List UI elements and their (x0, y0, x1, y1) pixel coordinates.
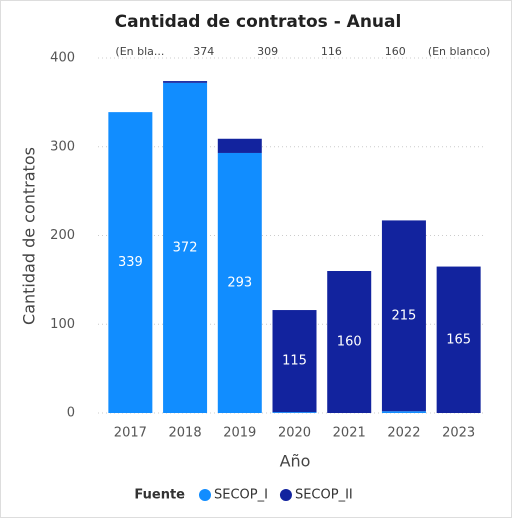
legend-title: Fuente (134, 488, 185, 503)
x-tick-label: 2020 (278, 426, 311, 441)
legend-label: SECOP_II (295, 488, 353, 503)
data-label: 115 (282, 354, 307, 369)
top-label: 116 (321, 45, 342, 58)
y-tick-label: 300 (50, 139, 75, 154)
bar-segment (108, 112, 153, 413)
data-label: 293 (227, 275, 252, 290)
top-label: (En blanco) (428, 45, 491, 58)
bar-segment (327, 271, 372, 413)
y-tick-label: 400 (50, 51, 75, 66)
data-label: 165 (446, 332, 471, 347)
y-axis-label: Cantidad de contratos (20, 147, 39, 325)
bar-segment (217, 152, 262, 413)
x-tick-label: 2019 (223, 426, 256, 441)
y-tick-label: 0 (67, 406, 75, 421)
legend-marker (199, 489, 211, 501)
x-tick-label: 2022 (387, 426, 420, 441)
bar-segment (436, 266, 481, 413)
data-label: 215 (392, 308, 417, 323)
top-label: 160 (385, 45, 406, 58)
x-tick-label: 2017 (114, 426, 147, 441)
bar-segment (217, 138, 262, 153)
y-tick-label: 100 (50, 317, 75, 332)
legend-marker (279, 489, 292, 501)
bar-segment (163, 81, 208, 83)
x-tick-label: 2021 (333, 426, 366, 441)
legend-label: SECOP_I (214, 488, 268, 503)
bar-segment (272, 310, 317, 413)
top-label: 309 (257, 45, 278, 58)
bar-segment (381, 411, 426, 413)
top-label: (En bla... (115, 45, 164, 58)
data-label: 339 (118, 255, 143, 270)
y-tick-label: 200 (50, 228, 75, 243)
top-label: 374 (193, 45, 214, 58)
data-label: 160 (337, 335, 362, 350)
x-axis-label: Año (280, 452, 311, 471)
x-tick-label: 2018 (169, 426, 202, 441)
chart-title: Cantidad de contratos - Anual (115, 12, 402, 32)
bar-segment (272, 412, 317, 413)
data-label: 372 (173, 240, 198, 255)
bar-segment (163, 82, 208, 413)
bar-segment (381, 220, 426, 412)
x-tick-label: 2023 (442, 426, 475, 441)
